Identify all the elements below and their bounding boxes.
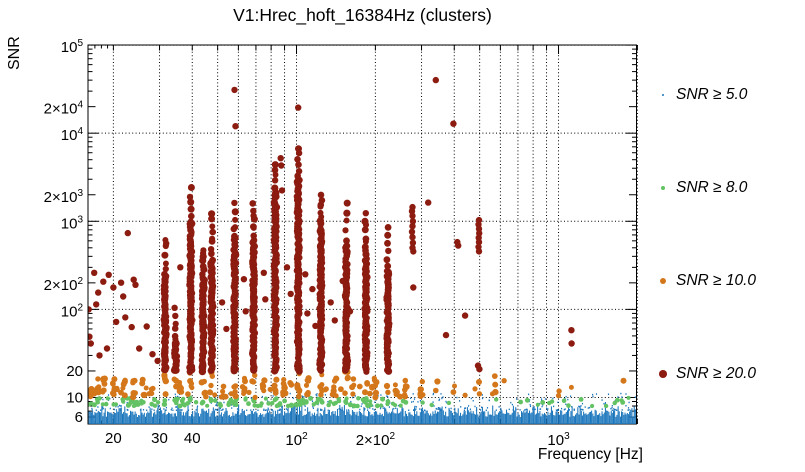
svg-text:40: 40: [184, 430, 201, 447]
chart-title: V1:Hrec_hoft_16384Hz (clusters): [233, 5, 492, 25]
svg-text:2×102: 2×102: [356, 431, 396, 449]
legend-entry-2: SNR ≥ 8.0: [650, 178, 747, 198]
series-snr20-layer: [88, 76, 575, 376]
scatter-layers: [88, 76, 636, 424]
legend-marker-dot: [659, 370, 667, 378]
legend-marker-dot: [660, 185, 666, 191]
legend-label: SNR ≥ 10.0: [676, 272, 757, 289]
svg-text:102: 102: [285, 431, 308, 449]
series-snr8-layer: [88, 395, 631, 409]
svg-text:20: 20: [105, 430, 122, 447]
legend-label: SNR ≥ 8.0: [676, 179, 748, 196]
svg-text:20: 20: [66, 363, 83, 380]
legend-label: SNR ≥ 5.0: [676, 86, 748, 103]
x-axis-title: Frequency [Hz]: [537, 446, 643, 463]
svg-text:6: 6: [75, 409, 83, 426]
legend-marker-dot: [660, 278, 666, 284]
svg-text:102: 102: [61, 302, 84, 320]
tick-labels: 6 10 20 102 2×102 103 2×103 104 2×104 105 20 30 40 10…: [44, 38, 570, 449]
svg-text:103: 103: [547, 431, 570, 449]
svg-text:2×104: 2×104: [44, 100, 84, 118]
legend-label: SNR ≥ 20.0: [676, 365, 757, 382]
plot-frame: [87, 44, 637, 425]
series-snr10-layer: [88, 368, 627, 401]
series-snr5-layer: [88, 392, 636, 424]
svg-text:2×102: 2×102: [44, 276, 84, 294]
svg-text:10: 10: [66, 389, 83, 406]
legend-entry-1: SNR ≥ 5.0: [650, 85, 747, 105]
svg-text:30: 30: [151, 430, 168, 447]
legend-entry-4: SNR ≥ 20.0: [650, 364, 756, 384]
svg-text:105: 105: [61, 38, 84, 56]
svg-text:104: 104: [61, 126, 84, 144]
legend-marker-dot: [661, 93, 665, 97]
svg-text:2×103: 2×103: [44, 188, 84, 206]
legend-entry-3: SNR ≥ 10.0: [650, 271, 756, 291]
svg-text:103: 103: [61, 214, 84, 232]
